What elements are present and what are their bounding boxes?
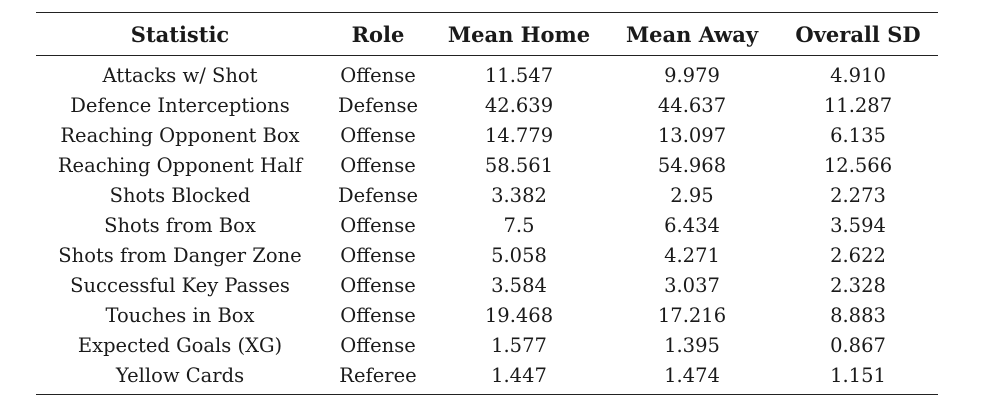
cell-overall-sd: 8.883 xyxy=(830,303,886,327)
cell-overall-sd: 2.622 xyxy=(830,243,886,267)
cell-role: Defense xyxy=(337,93,419,117)
cell-overall-sd: 1.151 xyxy=(830,363,886,387)
cell-mean-away: 17.216 xyxy=(657,303,727,327)
cell-statistic: Shots from Box xyxy=(104,213,256,237)
cell-role: Offense xyxy=(340,213,416,237)
cell-role: Offense xyxy=(340,273,416,297)
mid-rule xyxy=(36,55,938,56)
header-overall-sd: Overall SD xyxy=(795,21,921,47)
cell-role: Offense xyxy=(340,303,416,327)
cell-role: Defense xyxy=(337,183,419,207)
cell-mean-away: 1.395 xyxy=(664,333,720,357)
table-row: Yellow Cards Referee 1.447 1.474 1.151 xyxy=(36,360,938,390)
table-row: Touches in Box Offense 19.468 17.216 8.8… xyxy=(36,300,938,330)
cell-mean-home: 14.779 xyxy=(484,123,554,147)
header-statistic: Statistic xyxy=(130,21,230,47)
cell-statistic: Expected Goals (XG) xyxy=(77,333,283,357)
cell-statistic: Reaching Opponent Half xyxy=(57,153,303,177)
cell-statistic: Shots Blocked xyxy=(109,183,251,207)
cell-mean-away: 6.434 xyxy=(664,213,720,237)
table-row: Shots from Box Offense 7.5 6.434 3.594 xyxy=(36,210,938,240)
cell-mean-home: 58.561 xyxy=(484,153,554,177)
cell-mean-home: 19.468 xyxy=(484,303,554,327)
cell-statistic: Shots from Danger Zone xyxy=(58,243,302,267)
cell-overall-sd: 6.135 xyxy=(830,123,886,147)
cell-mean-away: 54.968 xyxy=(657,153,727,177)
cell-role: Offense xyxy=(340,123,416,147)
cell-statistic: Touches in Box xyxy=(105,303,255,327)
cell-statistic: Reaching Opponent Box xyxy=(60,123,300,147)
table-body: Attacks w/ Shot Offense 11.547 9.979 4.9… xyxy=(36,56,938,390)
cell-statistic: Yellow Cards xyxy=(115,363,245,387)
cell-overall-sd: 2.328 xyxy=(830,273,886,297)
cell-overall-sd: 11.287 xyxy=(823,93,893,117)
table-row: Shots Blocked Defense 3.382 2.95 2.273 xyxy=(36,180,938,210)
cell-mean-away: 2.95 xyxy=(670,183,714,207)
cell-mean-away: 3.037 xyxy=(664,273,720,297)
header-row: Statistic Role Mean Home Mean Away Overa… xyxy=(36,13,938,55)
table-row: Shots from Danger Zone Offense 5.058 4.2… xyxy=(36,240,938,270)
cell-overall-sd: 0.867 xyxy=(830,333,886,357)
cell-mean-home: 7.5 xyxy=(503,213,535,237)
stats-table-grid: Statistic Role Mean Home Mean Away Overa… xyxy=(36,13,938,390)
cell-mean-home: 11.547 xyxy=(484,63,554,87)
cell-mean-away: 9.979 xyxy=(664,63,720,87)
cell-statistic: Defence Interceptions xyxy=(70,93,290,117)
header-role: Role xyxy=(351,21,405,47)
cell-mean-away: 4.271 xyxy=(664,243,720,267)
cell-mean-home: 1.447 xyxy=(491,363,547,387)
table-row: Attacks w/ Shot Offense 11.547 9.979 4.9… xyxy=(36,56,938,90)
cell-mean-home: 3.382 xyxy=(491,183,547,207)
table-row: Reaching Opponent Box Offense 14.779 13.… xyxy=(36,120,938,150)
top-rule xyxy=(36,12,938,13)
statistics-table: Statistic Role Mean Home Mean Away Overa… xyxy=(36,12,938,395)
cell-mean-away: 1.474 xyxy=(664,363,720,387)
cell-role: Offense xyxy=(340,243,416,267)
header-mean-away: Mean Away xyxy=(625,21,759,47)
cell-role: Referee xyxy=(339,363,417,387)
cell-mean-home: 1.577 xyxy=(491,333,547,357)
table-row: Successful Key Passes Offense 3.584 3.03… xyxy=(36,270,938,300)
cell-mean-home: 42.639 xyxy=(484,93,554,117)
table-row: Defence Interceptions Defense 42.639 44.… xyxy=(36,90,938,120)
bottom-rule xyxy=(36,394,938,395)
cell-mean-away: 44.637 xyxy=(657,93,727,117)
cell-role: Offense xyxy=(340,63,416,87)
cell-mean-away: 13.097 xyxy=(657,123,727,147)
cell-role: Offense xyxy=(340,153,416,177)
cell-mean-home: 3.584 xyxy=(491,273,547,297)
table-row: Reaching Opponent Half Offense 58.561 54… xyxy=(36,150,938,180)
cell-overall-sd: 3.594 xyxy=(830,213,886,237)
cell-statistic: Successful Key Passes xyxy=(70,273,290,297)
cell-statistic: Attacks w/ Shot xyxy=(102,63,258,87)
cell-overall-sd: 12.566 xyxy=(823,153,893,177)
table-row: Expected Goals (XG) Offense 1.577 1.395 … xyxy=(36,330,938,360)
cell-overall-sd: 4.910 xyxy=(830,63,886,87)
header-mean-home: Mean Home xyxy=(447,21,591,47)
cell-overall-sd: 2.273 xyxy=(830,183,886,207)
cell-role: Offense xyxy=(340,333,416,357)
cell-mean-home: 5.058 xyxy=(491,243,547,267)
